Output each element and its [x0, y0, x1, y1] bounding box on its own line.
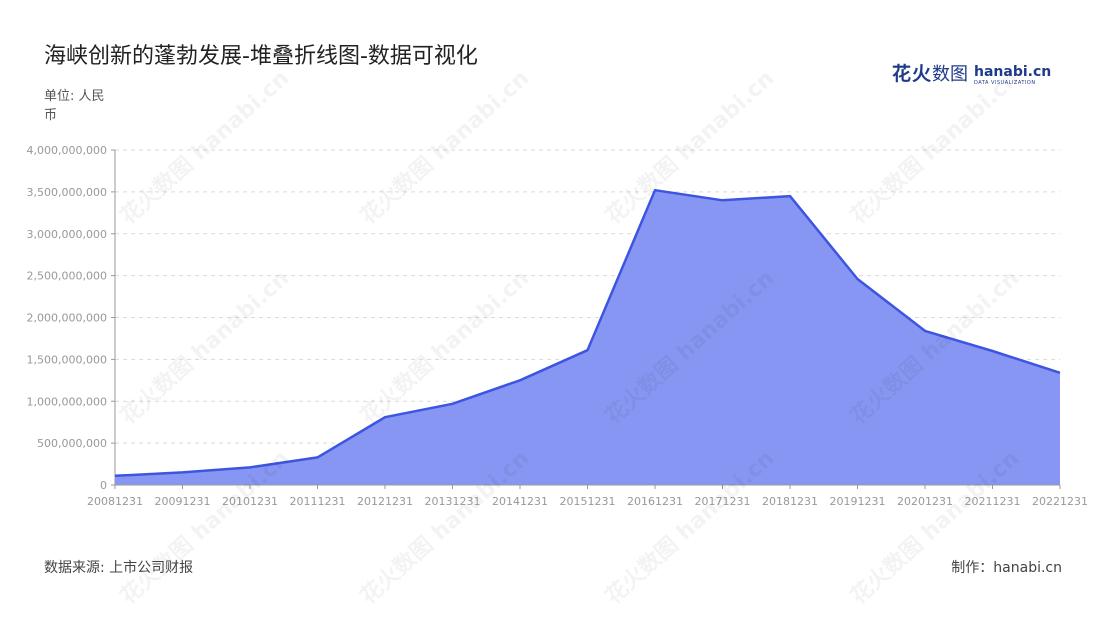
- x-tick-label: 20171231: [695, 495, 751, 508]
- brand-name: 数图: [932, 64, 969, 85]
- x-tick-label: 20141231: [492, 495, 548, 508]
- x-tick-label: 20191231: [830, 495, 886, 508]
- series-line: [114, 188, 1061, 478]
- x-tick-label: 20081231: [87, 495, 143, 508]
- brand-tagline: DATA VISUALIZATION: [974, 80, 1036, 86]
- y-tick-label: 2,500,000,000: [27, 270, 107, 283]
- x-tick-label: 20211231: [965, 495, 1021, 508]
- x-tick-label: 20161231: [627, 495, 683, 508]
- series-area: [115, 190, 1060, 485]
- x-tick-label: 20221231: [1032, 495, 1088, 508]
- x-tick-label: 20181231: [762, 495, 818, 508]
- brand-name-bold: 花火: [892, 63, 933, 85]
- y-tick-label: 3,000,000,000: [27, 228, 107, 241]
- y-tick-label: 3,500,000,000: [27, 186, 107, 199]
- y-tick-label: 4,000,000,000: [27, 144, 107, 157]
- maker-credit: 制作：hanabi.cn: [951, 560, 1062, 576]
- unit-label: 单位: 人民币: [44, 89, 105, 123]
- x-tick-label: 20121231: [357, 495, 413, 508]
- x-tick-label: 20101231: [222, 495, 278, 508]
- x-tick-label: 20201231: [897, 495, 953, 508]
- brand-latin-block: hanabi.cn DATA VISUALIZATION: [974, 65, 1051, 86]
- y-tick-label: 1,000,000,000: [27, 395, 107, 408]
- y-tick-label: 2,000,000,000: [27, 312, 107, 325]
- y-tick-label: 500,000,000: [37, 437, 107, 450]
- brand-latin: hanabi.cn: [974, 64, 1052, 80]
- data-source: 数据来源: 上市公司财报: [44, 560, 194, 576]
- x-tick-label: 20091231: [155, 495, 211, 508]
- x-tick-label: 20151231: [560, 495, 616, 508]
- brand-logo: 花火 数图 hanabi.cn DATA VISUALIZATION: [892, 60, 1051, 86]
- y-tick-label: 0: [100, 479, 107, 492]
- x-tick-label: 20111231: [290, 495, 346, 508]
- y-tick-label: 1,500,000,000: [27, 353, 107, 366]
- x-tick-label: 20131231: [425, 495, 481, 508]
- chart-title: 海峡创新的蓬勃发展-堆叠折线图-数据可视化: [44, 44, 478, 69]
